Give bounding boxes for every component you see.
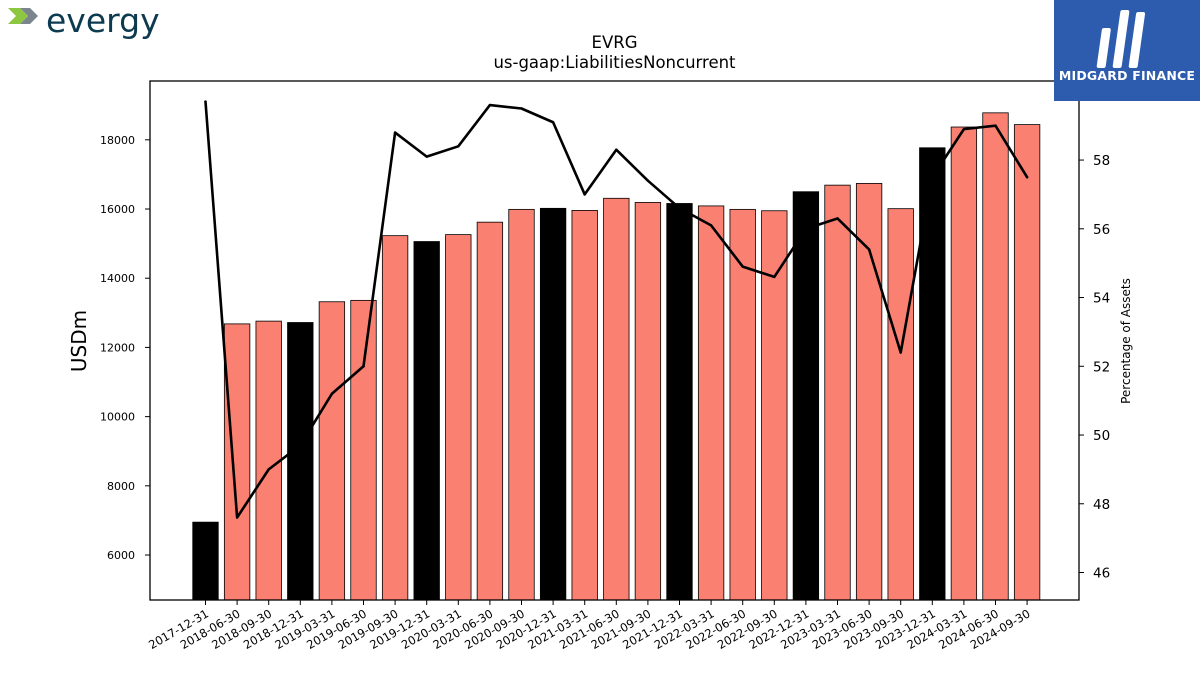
y-tick-label: 14000 (100, 272, 135, 285)
y2-tick-label: 46 (1093, 566, 1110, 582)
y2-tick-label: 50 (1093, 428, 1110, 444)
midgard-finance-logo: MIDGARD FINANCE (1054, 0, 1200, 101)
line-point-2019-09-30 (393, 131, 397, 134)
y2-tick-label: 58 (1093, 153, 1110, 169)
y-tick-label: 10000 (100, 411, 135, 424)
line-point-2024-09-30 (1025, 176, 1029, 179)
bar-2024-06-30 (982, 112, 1009, 601)
line-point-2019-06-30 (362, 365, 365, 368)
bar-2021-09-30 (634, 202, 662, 601)
line-point-2021-06-30 (615, 148, 618, 151)
line-group (204, 100, 1029, 519)
midgard-mark-icon (1096, 10, 1146, 68)
bars-group (192, 112, 1041, 601)
line-point-2022-12-31 (804, 227, 808, 230)
chart-subtitle: us-gaap:LiabilitiesNoncurrent (493, 53, 736, 72)
y-tick-label: 8000 (107, 480, 135, 493)
bar-2018-09-30 (255, 320, 282, 601)
bar-2018-12-31 (287, 322, 314, 601)
bar-2018-06-30 (223, 323, 251, 601)
y-tick-label: 18000 (100, 134, 135, 147)
line-point-2024-03-31 (962, 127, 966, 131)
line-point-2020-09-30 (520, 107, 523, 110)
line-point-2023-12-31 (931, 176, 934, 179)
y2-tick-label: 48 (1093, 497, 1110, 513)
line-point-2022-09-30 (773, 275, 776, 279)
bar-2020-03-31 (445, 234, 472, 601)
chart-title: EVRG (592, 33, 638, 52)
y2-tick-label: 52 (1093, 359, 1110, 375)
bar-2021-03-31 (571, 209, 598, 601)
line-point-2020-12-31 (551, 121, 555, 124)
bar-2023-09-30 (887, 208, 914, 601)
bar-2023-06-30 (855, 183, 883, 601)
right-axis: 46 48 50 52 54 56 58 (1079, 153, 1110, 582)
bar-2020-09-30 (508, 208, 535, 601)
y-tick-label: 6000 (107, 549, 135, 562)
y-tick-label: 12000 (100, 341, 135, 354)
y-axis-label: USDm (67, 310, 91, 372)
bar-2020-06-30 (476, 221, 504, 601)
line-point-2018-12-31 (299, 444, 302, 447)
y2-tick-label: 54 (1093, 291, 1110, 307)
y2-axis-label: Percentage of Assets (1119, 278, 1133, 404)
line-point-2019-03-31 (330, 392, 334, 395)
x-axis: 2017-12-312018-06-302018-09-302018-12-31… (146, 600, 1033, 652)
line-point-2020-03-31 (457, 145, 460, 148)
bar-2023-03-31 (824, 184, 851, 601)
bar-2022-06-30 (729, 208, 756, 601)
bar-2022-09-30 (761, 210, 788, 601)
line-point-2024-06-30 (994, 124, 997, 127)
bar-2022-12-31 (792, 191, 820, 601)
line-point-2023-06-30 (867, 248, 871, 251)
line-point-2021-12-31 (678, 206, 681, 210)
bar-2023-12-31 (919, 147, 946, 601)
bar-2024-03-31 (950, 126, 978, 601)
bar-2020-12-31 (539, 207, 567, 601)
midgard-logo-text: MIDGARD FINANCE (1058, 68, 1196, 83)
line-point-2023-03-31 (836, 217, 839, 220)
evergy-logo: evergy (6, 1, 186, 46)
y2-tick-label: 56 (1093, 222, 1110, 238)
bar-2019-09-30 (381, 235, 409, 601)
line-point-2019-12-31 (425, 155, 428, 158)
bar-2021-06-30 (603, 197, 630, 601)
bar-2024-09-30 (1013, 124, 1041, 601)
line-point-2023-09-30 (899, 351, 902, 354)
evergy-mark-icon: evergy (8, 1, 160, 40)
evergy-logo-text: evergy (46, 2, 160, 40)
line-point-2021-09-30 (646, 179, 650, 182)
line-point-2020-06-30 (488, 103, 492, 107)
left-axis: 6000 8000 10000 12000 14000 16000 18000 (100, 134, 150, 562)
line-point-2022-06-30 (741, 265, 744, 268)
bar-2022-03-31 (697, 205, 725, 601)
bar-2019-12-31 (413, 241, 440, 601)
line-point-2018-09-30 (267, 468, 270, 471)
line-point-2017-12-31 (204, 100, 207, 103)
bar-2019-06-30 (350, 299, 377, 601)
bar-2019-03-31 (318, 301, 346, 601)
plot-frame (149, 80, 1080, 601)
bar-2021-12-31 (666, 203, 693, 601)
y-tick-label: 16000 (100, 203, 135, 216)
line-point-2021-03-31 (583, 193, 586, 196)
line-point-2022-03-31 (709, 224, 713, 227)
bar-2017-12-31 (192, 521, 219, 601)
line-point-2018-06-30 (235, 516, 239, 519)
